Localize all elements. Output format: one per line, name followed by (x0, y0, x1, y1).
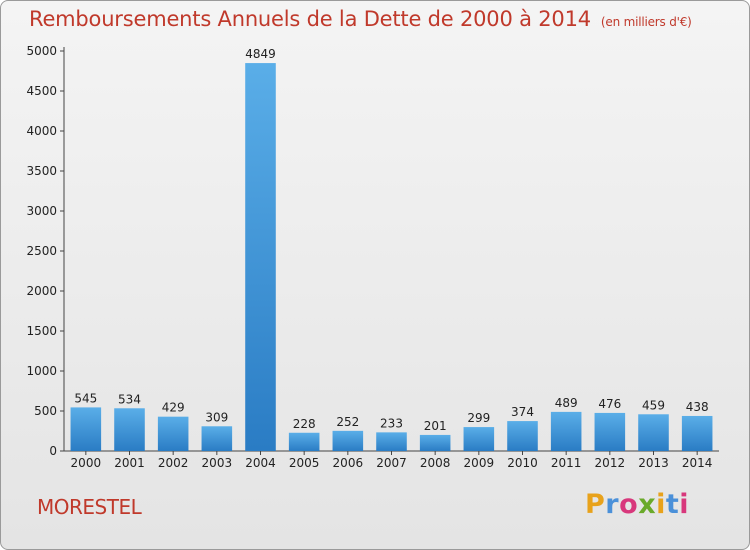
bar-2013 (638, 414, 669, 451)
bar-2004 (245, 63, 276, 452)
y-tick-label: 5000 (26, 44, 57, 58)
x-tick-label-2006: 2006 (333, 456, 364, 470)
y-tick-label: 2500 (26, 244, 57, 258)
logo-letter: t (665, 489, 680, 520)
bar-2001 (114, 408, 145, 451)
x-tick-label-2005: 2005 (289, 456, 320, 470)
data-label-2002: 429 (162, 401, 185, 415)
data-label-2009: 299 (467, 411, 490, 425)
logo-letter: r (605, 489, 620, 520)
y-tick-label: 4000 (26, 124, 57, 138)
x-tick-label-2007: 2007 (376, 456, 407, 470)
bar-2005 (288, 432, 320, 451)
data-label-2000: 545 (74, 391, 97, 405)
x-tick-label-2013: 2013 (638, 456, 669, 470)
bar-2002 (157, 416, 189, 451)
x-tick-label-2001: 2001 (114, 456, 145, 470)
bar-2003 (201, 426, 233, 451)
y-tick-label: 3000 (26, 204, 57, 218)
y-tick-label: 1500 (26, 324, 57, 338)
x-tick-label-2000: 2000 (71, 456, 102, 470)
logo-letter: x (638, 489, 657, 520)
data-label-2005: 228 (293, 417, 316, 431)
x-tick-label-2012: 2012 (595, 456, 626, 470)
logo-letter: P (585, 489, 606, 520)
data-label-2008: 201 (424, 419, 447, 433)
data-label-2003: 309 (205, 410, 228, 424)
x-tick-label-2011: 2011 (551, 456, 582, 470)
bar-2011 (550, 411, 582, 451)
commune-name: MORESTEL (37, 495, 142, 519)
y-tick-label: 3500 (26, 164, 57, 178)
bar-2006 (332, 430, 364, 451)
data-label-2006: 252 (336, 415, 359, 429)
data-label-2010: 374 (511, 405, 534, 419)
x-tick-label-2002: 2002 (158, 456, 189, 470)
y-tick-label: 1000 (26, 364, 57, 378)
y-tick-label: 500 (34, 404, 57, 418)
data-label-2014: 438 (686, 400, 709, 414)
chart-title-text: Remboursements Annuels de la Dette de 20… (29, 7, 591, 31)
logo-letter: i (679, 489, 690, 520)
data-label-2011: 489 (555, 396, 578, 410)
x-tick-label-2009: 2009 (464, 456, 495, 470)
bar-2007 (376, 432, 407, 451)
x-tick-label-2008: 2008 (420, 456, 451, 470)
x-tick-label-2004: 2004 (245, 456, 276, 470)
logo-letter: o (619, 489, 639, 520)
data-label-2007: 233 (380, 416, 403, 430)
y-tick-label: 4500 (26, 84, 57, 98)
bar-2009 (463, 427, 495, 451)
data-label-2012: 476 (598, 397, 621, 411)
data-label-2001: 534 (118, 392, 141, 406)
bar-2010 (507, 421, 538, 451)
chart-title: Remboursements Annuels de la Dette de 20… (29, 7, 692, 31)
bar-2012 (594, 412, 626, 451)
data-label-2013: 459 (642, 398, 665, 412)
logo-letter: i (656, 489, 666, 520)
bar-2008 (419, 434, 451, 451)
data-label-2004: 4849 (245, 47, 276, 61)
x-tick-label-2003: 2003 (202, 456, 233, 470)
bar-2000 (70, 407, 102, 451)
chart-unit-note: (en milliers d'€) (600, 15, 692, 29)
x-tick-label-2014: 2014 (682, 456, 713, 470)
proxiti-logo[interactable]: Proxiti (585, 489, 689, 520)
y-tick-label: 0 (49, 444, 57, 458)
bar-2014 (681, 415, 713, 451)
x-tick-label-2010: 2010 (507, 456, 538, 470)
y-tick-label: 2000 (26, 284, 57, 298)
